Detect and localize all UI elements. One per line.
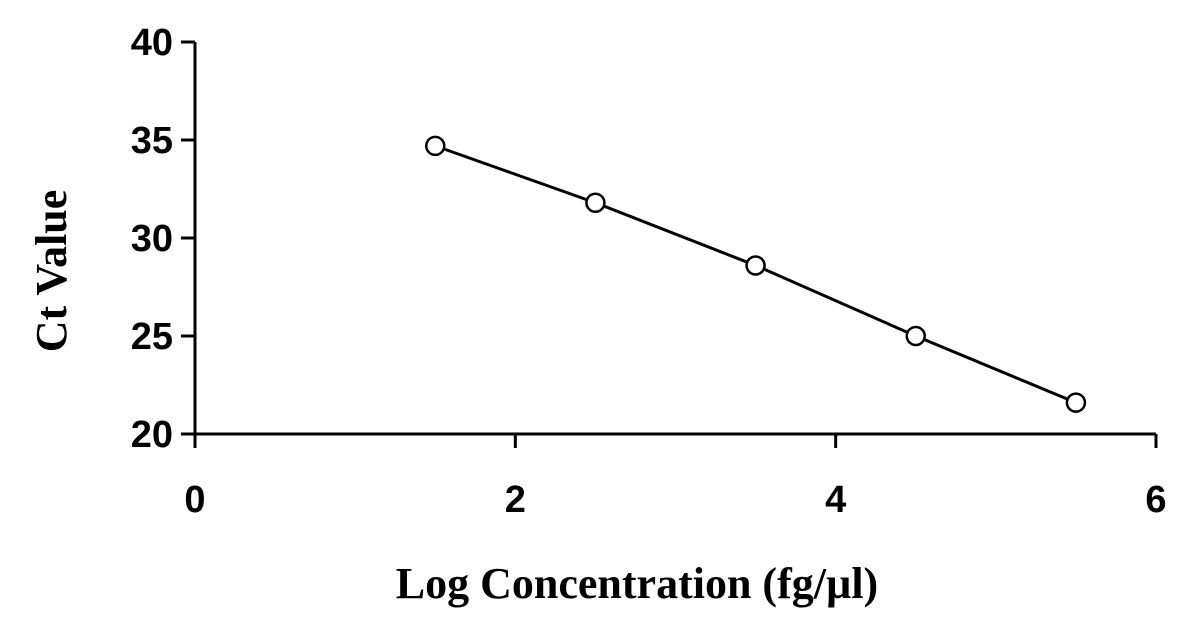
- x-tick-label: 2: [505, 479, 526, 521]
- data-point: [585, 192, 606, 213]
- y-tick-label: 40: [131, 22, 173, 64]
- ticks: [181, 40, 1158, 448]
- x-tick-label: 0: [184, 479, 205, 521]
- y-axis-title: Ct Value: [27, 190, 76, 353]
- x-tick-label: 6: [1145, 479, 1166, 521]
- y-tick-label: 35: [131, 120, 173, 162]
- y-tick-label: 20: [131, 414, 173, 456]
- x-axis-title: Log Concentration (fg/µl): [396, 559, 878, 608]
- y-tick-label: 30: [131, 218, 173, 260]
- data-point: [1065, 392, 1087, 413]
- data-point: [425, 135, 446, 157]
- data-series: [425, 135, 1087, 413]
- y-tick-label: 25: [131, 316, 173, 358]
- x-tick-label: 4: [825, 479, 846, 521]
- tick-labels: 20 25 30 35 40 0 2 4 6: [131, 22, 1167, 521]
- data-point: [745, 255, 766, 276]
- data-point: [905, 325, 926, 347]
